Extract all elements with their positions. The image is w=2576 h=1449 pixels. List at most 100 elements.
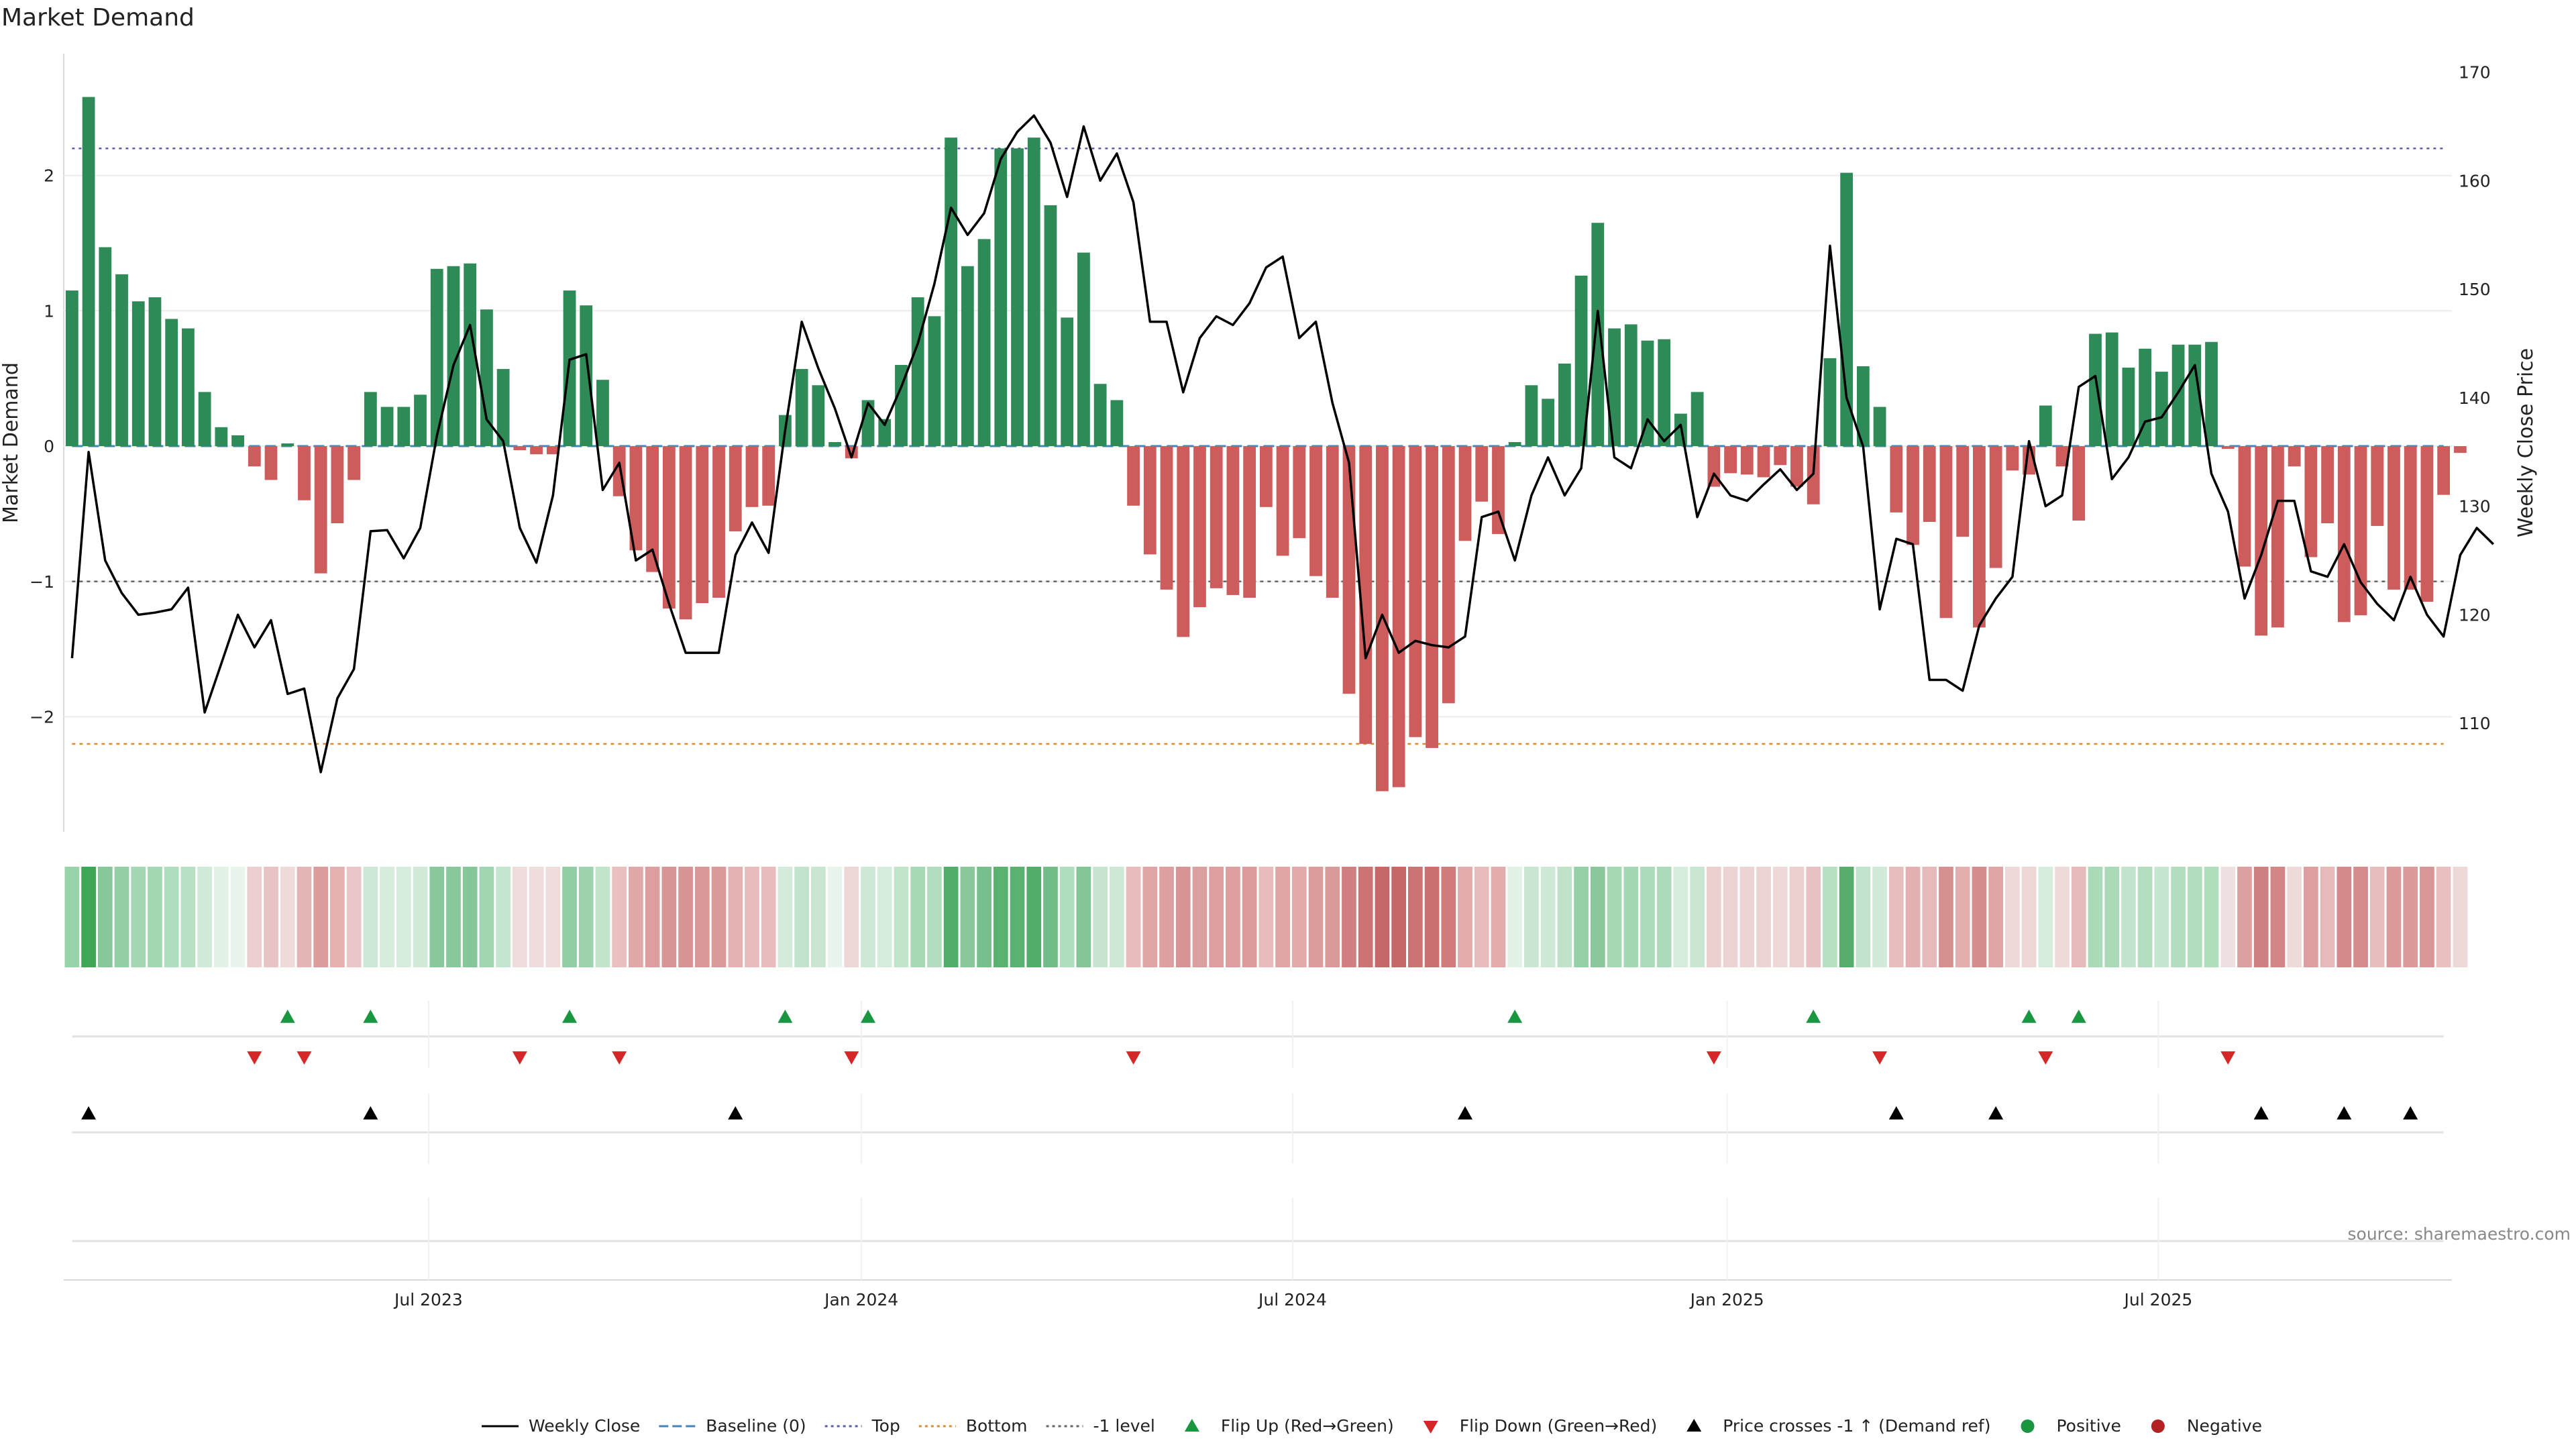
demand-bar	[1591, 223, 1605, 447]
right-tick-label: 140	[2459, 388, 2491, 408]
demand-bar	[2171, 344, 2185, 447]
strip-cell	[313, 867, 329, 967]
demand-bar	[1143, 446, 1157, 555]
demand-bar	[1757, 446, 1770, 478]
demand-bar	[1359, 446, 1373, 744]
strip-cell	[2320, 867, 2335, 967]
strip-cell	[645, 867, 660, 967]
strip-cell	[777, 867, 793, 967]
legend-swatch	[1184, 1419, 1199, 1432]
demand-bar	[1392, 446, 1405, 788]
demand-bar	[2271, 446, 2284, 628]
reference-levels	[72, 147, 2444, 745]
demand-bar	[2006, 446, 2019, 471]
strip-cell	[1043, 867, 1058, 967]
strip-cell	[1972, 867, 1987, 967]
demand-bar	[1458, 446, 1472, 541]
strip-cell	[1507, 867, 1523, 967]
strip-cell	[1590, 867, 1605, 967]
strip-cell	[2154, 867, 2169, 967]
flip-down-marker	[844, 1051, 859, 1065]
right-axis-ticks: 110 120 130 140 150 160 170	[2459, 63, 2491, 734]
legend-item: Bottom	[918, 1416, 1028, 1436]
demand-bar	[148, 297, 162, 447]
right-tick-label: 120	[2459, 605, 2491, 625]
price-cross-marker	[2253, 1106, 2269, 1120]
demand-bar	[231, 435, 244, 447]
strip-cell	[2436, 867, 2451, 967]
right-tick-label: 110	[2459, 714, 2491, 733]
strip-cell	[2337, 867, 2352, 967]
demand-bar	[496, 369, 510, 447]
right-tick-label: 130	[2459, 497, 2491, 517]
demand-bar	[1293, 446, 1306, 539]
demand-bar	[1342, 446, 1356, 694]
demand-bar	[331, 446, 344, 524]
demand-bar	[696, 446, 709, 604]
price-cross-marker	[2403, 1106, 2418, 1120]
legend-swatch	[1423, 1421, 1438, 1434]
legend-label: Flip Down (Green→Red)	[1460, 1416, 1658, 1436]
demand-bar	[2337, 446, 2351, 623]
strip-cell	[247, 867, 262, 967]
demand-bar	[1873, 407, 1886, 447]
legend-item: Baseline (0)	[659, 1416, 806, 1436]
demand-bar	[1624, 324, 1638, 447]
flip-up-marker	[1806, 1010, 1821, 1023]
demand-bar	[2288, 446, 2301, 467]
left-axis-label: Market Demand	[0, 362, 23, 523]
demand-bar	[513, 446, 527, 451]
demand-bar	[1574, 275, 1588, 447]
legend-item: Positive	[2021, 1416, 2121, 1436]
demand-bar	[762, 446, 775, 506]
strip-cell	[595, 867, 610, 967]
strip-cell	[861, 867, 875, 967]
strip-cell	[1275, 867, 1290, 967]
strip-cell	[794, 867, 809, 967]
demand-bar	[430, 268, 443, 447]
strip-cell	[330, 867, 345, 967]
strip-cell	[811, 867, 826, 967]
strip-cell	[1640, 867, 1655, 967]
strip-cell	[2187, 867, 2202, 967]
flip-down-marker	[247, 1051, 262, 1065]
demand-bar	[2055, 446, 2069, 467]
flip-down-marker	[2038, 1051, 2053, 1065]
strip-cell	[1988, 867, 2003, 967]
demand-bar	[1542, 398, 1555, 447]
demand-bar	[945, 138, 958, 447]
strip-cell	[1673, 867, 1688, 967]
demand-bar	[464, 263, 477, 447]
legend-item: Weekly Close	[482, 1416, 640, 1436]
strip-cell	[2088, 867, 2103, 967]
strip-cell	[1823, 867, 1837, 967]
strip-cell	[612, 867, 627, 967]
demand-bar	[1259, 446, 1273, 507]
strip-cell	[562, 867, 577, 967]
legend-item: Flip Up (Red→Green)	[1184, 1416, 1394, 1436]
strip-cell	[346, 867, 362, 967]
demand-bar	[1724, 446, 1737, 474]
flip-up-marker	[777, 1010, 793, 1023]
price-cross-marker	[2337, 1106, 2352, 1120]
strip-cell	[180, 867, 196, 967]
strip-cell	[1888, 867, 1904, 967]
x-tick-label: Jan 2025	[1689, 1290, 1764, 1309]
left-tick-label: −2	[30, 708, 54, 727]
demand-bar	[65, 290, 78, 447]
demand-bar	[546, 446, 559, 455]
strip-cell	[197, 867, 212, 967]
strip-cell	[2403, 867, 2418, 967]
demand-bar	[1475, 446, 1489, 502]
strip-cell	[1441, 867, 1456, 967]
strip-cell	[1408, 867, 1423, 967]
demand-bar	[447, 266, 460, 447]
demand-bar	[2255, 446, 2268, 636]
strip-cell	[1872, 867, 1887, 967]
price-cross-marker	[1458, 1106, 1473, 1120]
strip-cell	[2304, 867, 2318, 967]
demand-bar	[1690, 392, 1704, 447]
strip-cell	[960, 867, 975, 967]
demand-bar	[1426, 446, 1438, 748]
demand-bar	[1226, 446, 1240, 595]
